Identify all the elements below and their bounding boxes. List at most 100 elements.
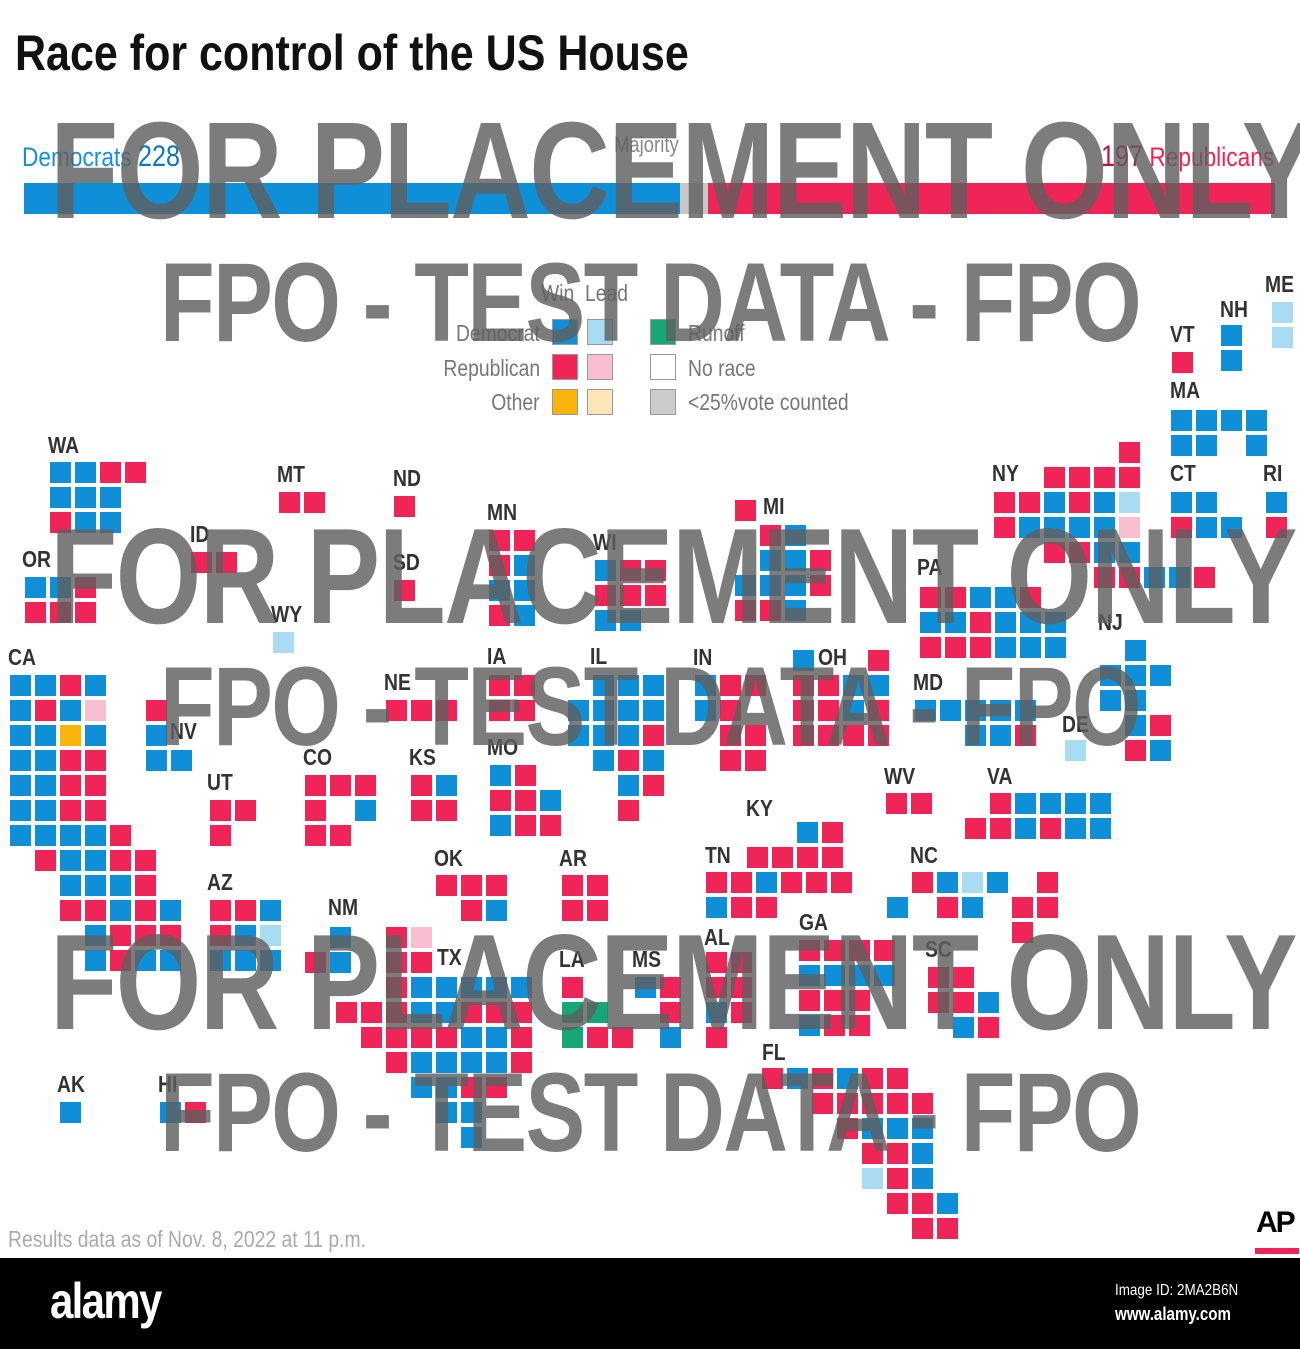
seat-tile-ca-dem-win xyxy=(85,875,106,896)
state-label-nj: NJ xyxy=(1098,609,1123,635)
seat-tile-az-dem-win xyxy=(210,950,231,971)
seat-tile-wa-rep-win xyxy=(100,462,121,483)
seat-tile-pa-dem-win xyxy=(945,612,966,633)
seat-tile-oh-rep-win xyxy=(843,725,864,746)
seat-tile-pa-dem-win xyxy=(995,587,1016,608)
state-label-ga: GA xyxy=(799,909,828,935)
seat-tile-tx-dem-win xyxy=(411,1077,432,1098)
state-label-wv: WV xyxy=(884,763,916,789)
state-label-mt: MT xyxy=(277,461,305,487)
state-label-or: OR xyxy=(22,546,51,572)
seat-tile-il-dem-win xyxy=(568,725,589,746)
seat-tile-tx-rep-win xyxy=(486,1002,507,1023)
seat-tile-tx-dem-win xyxy=(461,977,482,998)
dem-bar-segment xyxy=(24,183,680,214)
seat-tile-tx-dem-win xyxy=(511,977,532,998)
seat-tile-md-dem-win xyxy=(915,700,936,721)
seat-tile-wi-rep-win xyxy=(620,560,641,581)
seat-tile-va-dem-win xyxy=(1065,818,1086,839)
seat-tile-ky-rep-win xyxy=(822,847,843,868)
state-label-nc: NC xyxy=(910,842,938,868)
seat-tile-ca-dem-win xyxy=(60,875,81,896)
seat-tile-ky-rep-win xyxy=(797,847,818,868)
seat-tile-or-rep-win xyxy=(50,602,71,623)
seat-tile-mn-rep-win xyxy=(489,555,510,576)
seat-tile-nm-rep-win xyxy=(305,952,326,973)
seat-tile-ri-rep-win xyxy=(1266,517,1287,538)
seat-tile-il-rep-win xyxy=(618,800,639,821)
seat-tile-mo-dem-win xyxy=(540,790,561,811)
seat-tile-il-dem-win xyxy=(593,725,614,746)
seat-tile-az-dem-win xyxy=(235,950,256,971)
seat-tile-hi-dem-win xyxy=(160,1102,181,1123)
legend-low-count-swatch xyxy=(650,389,676,415)
seat-tile-il-dem-win xyxy=(643,700,664,721)
seat-tile-nm-dem-win xyxy=(330,927,351,948)
state-label-md: MD xyxy=(913,669,944,695)
stock-photo-bar xyxy=(0,1258,1300,1349)
seat-tile-oh-dem-win xyxy=(793,650,814,671)
seat-tile-wv-rep-win xyxy=(886,793,907,814)
seat-tile-pa-dem-win xyxy=(995,637,1016,658)
seat-tile-ca-dem-win xyxy=(135,950,156,971)
seat-tile-ar-rep-win xyxy=(587,875,608,896)
seat-tile-hi-rep-win xyxy=(185,1102,206,1123)
seat-tile-mn-dem-win xyxy=(514,605,535,626)
seat-tile-az-rep-win xyxy=(210,925,231,946)
seat-tile-ny-rep-win xyxy=(1044,467,1065,488)
seat-tile-ca-dem-win xyxy=(35,800,56,821)
seat-tile-ga-rep-win xyxy=(849,940,870,961)
seat-tile-ga-rep-win xyxy=(874,940,895,961)
legend-win-header: Win xyxy=(541,280,575,306)
seat-tile-ca-rep-win xyxy=(60,775,81,796)
seat-tile-mn-dem-win xyxy=(514,555,535,576)
seat-tile-ny-rep-win xyxy=(1119,442,1140,463)
seat-tile-ga-rep-win xyxy=(824,990,845,1011)
seat-tile-ct-dem-win xyxy=(1221,517,1242,538)
seat-tile-in-dem-win xyxy=(695,700,716,721)
state-label-nm: NM xyxy=(328,894,359,920)
seat-tile-pa-dem-win xyxy=(1045,612,1066,633)
state-label-hi: HI xyxy=(158,1071,178,1097)
seat-tile-co-rep-win xyxy=(305,825,326,846)
seat-tile-fl-rep-win xyxy=(887,1193,908,1214)
state-label-va: VA xyxy=(987,763,1013,789)
seat-tile-nc-dem-lead xyxy=(962,872,983,893)
state-label-nh: NH xyxy=(1220,296,1248,322)
state-label-al: AL xyxy=(704,924,730,950)
seat-tile-va-dem-win xyxy=(1040,793,1061,814)
seat-tile-ma-dem-win xyxy=(1246,410,1267,431)
seat-tile-fl-dem-win xyxy=(912,1143,933,1164)
seat-tile-md-dem-win xyxy=(990,700,1011,721)
seat-tile-ny-rep-win xyxy=(994,492,1015,513)
state-label-ok: OK xyxy=(434,845,463,871)
seat-tile-pa-dem-win xyxy=(1020,612,1041,633)
state-label-fl: FL xyxy=(762,1039,786,1065)
seat-tile-tx-rep-win xyxy=(386,1002,407,1023)
seat-tile-ca-rep-win xyxy=(85,900,106,921)
seat-tile-wa-dem-win xyxy=(100,512,121,533)
seat-tile-oh-rep-win xyxy=(818,725,839,746)
seat-tile-wi-dem-win xyxy=(620,610,641,631)
seat-tile-tx-rep-win xyxy=(411,1027,432,1048)
seat-tile-tx-rep-win xyxy=(386,927,407,948)
state-label-ia: IA xyxy=(487,643,507,669)
seat-tile-nj-dem-win xyxy=(1100,665,1121,686)
seat-tile-ny-dem-win xyxy=(1144,567,1165,588)
seat-tile-wa-dem-win xyxy=(75,487,96,508)
seat-tile-tx-rep-win xyxy=(336,1002,357,1023)
seat-tile-ct-dem-win xyxy=(1196,492,1217,513)
seat-tile-ri-dem-win xyxy=(1266,492,1287,513)
state-label-wi: WI xyxy=(593,529,617,555)
seat-tile-tx-dem-win xyxy=(436,1052,457,1073)
watermark-test: FPO - TEST DATA - FPO xyxy=(160,1050,1142,1175)
seat-tile-nc-rep-win xyxy=(1012,922,1033,943)
seat-tile-il-dem-win xyxy=(618,775,639,796)
ap-logo-underline xyxy=(1255,1248,1299,1254)
seat-tile-ma-dem-win xyxy=(1171,410,1192,431)
seat-tile-tx-rep-win xyxy=(361,1027,382,1048)
seat-tile-oh-rep-win xyxy=(818,700,839,721)
state-label-ut: UT xyxy=(207,769,233,795)
title-text: Race for control of the US House xyxy=(15,25,689,81)
seat-tile-ga-rep-win xyxy=(799,990,820,1011)
